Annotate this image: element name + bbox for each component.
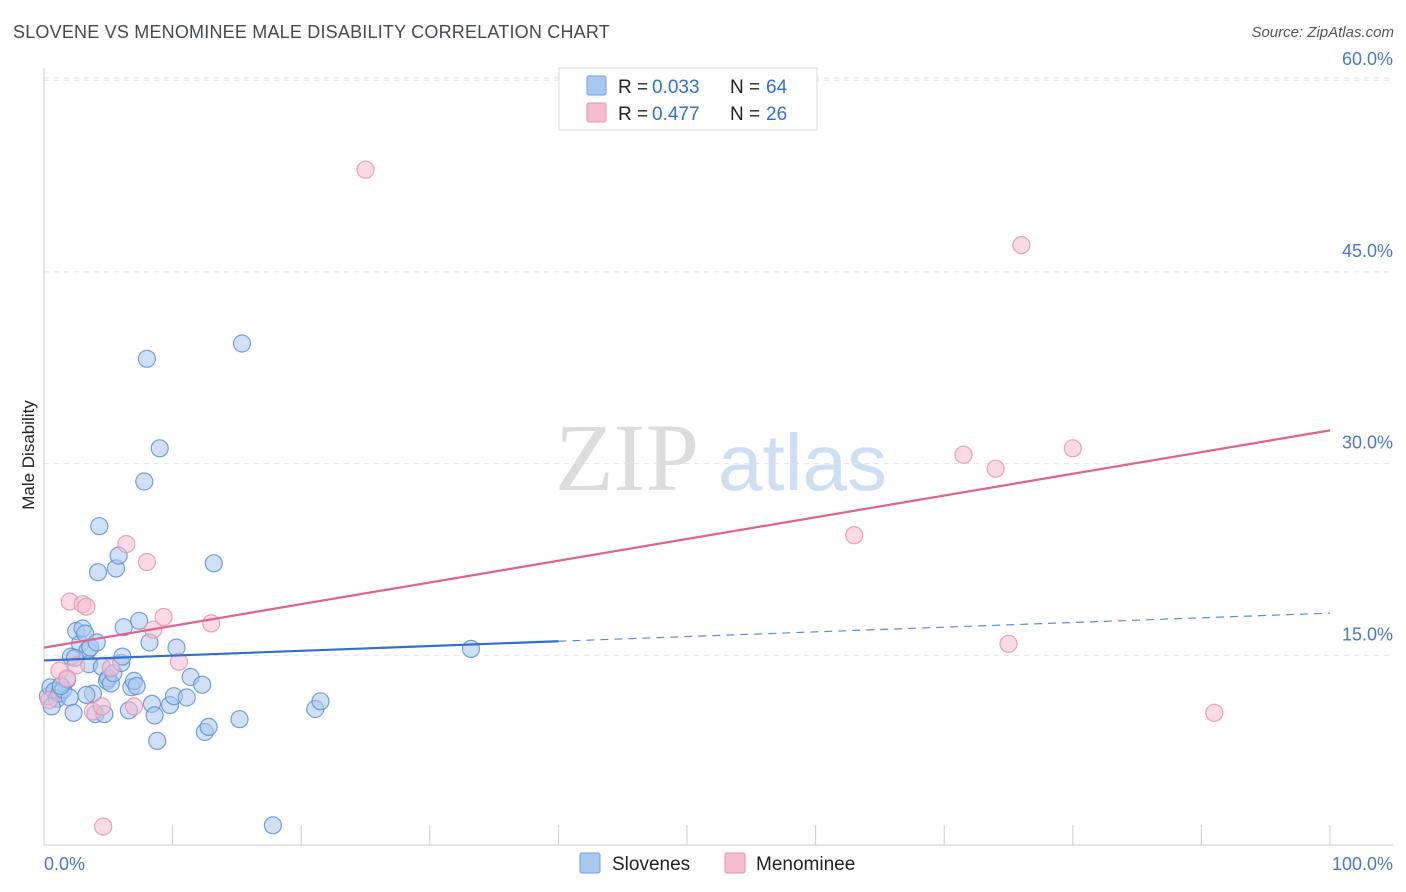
y-tick-label-60: 60.0%: [1342, 49, 1393, 69]
point-slovenes-55: [232, 334, 252, 353]
trend-layer: [43, 429, 1331, 662]
legend-swatch-slovenes: [586, 75, 607, 96]
legend-r-label-slovenes: R =: [618, 77, 648, 98]
point-slovenes-38: [135, 472, 154, 491]
y-tick-label-30: 30.0%: [1342, 433, 1393, 453]
point-menominee-16: [356, 160, 375, 179]
point-slovenes-44: [150, 439, 169, 458]
legend-r-label-menominee: R =: [618, 104, 648, 125]
point-slovenes-53: [204, 554, 223, 573]
point-menominee-13: [154, 607, 173, 627]
y-tick-layer: 15.0% 30.0% 45.0% 60.0%: [1342, 49, 1393, 644]
bottom-legend-swatch-slovenes: [579, 852, 601, 874]
point-slovenes-36: [127, 676, 146, 696]
bottom-legend-label-slovenes: Slovenes: [612, 854, 690, 875]
point-menominee-24: [101, 658, 121, 678]
watermark-atlas: atlas: [718, 418, 887, 507]
bottom-legend-label-menominee: Menominee: [756, 854, 855, 875]
source-label: Source: ZipAtlas.com: [1251, 24, 1394, 41]
point-menominee-14: [169, 652, 189, 671]
point-menominee-7: [92, 697, 112, 716]
point-slovenes-56: [263, 816, 282, 835]
legend-box: R = 0.033 N = 64 R = 0.477 N = 26: [558, 67, 818, 131]
point-menominee-20: [999, 634, 1018, 653]
trend-line-slovenes: [43, 640, 559, 662]
point-slovenes-19: [87, 633, 106, 652]
point-menominee-25: [57, 669, 77, 688]
legend-swatch-menominee: [586, 102, 607, 123]
bottom-legend-swatch-menominee: [724, 852, 746, 874]
point-slovenes-58: [311, 692, 330, 711]
point-slovenes-21: [90, 517, 109, 536]
grid-layer: [44, 77, 1393, 656]
x-tick-label-min: 0.0%: [44, 854, 85, 874]
bottom-legend: Slovenes Menominee: [579, 852, 855, 875]
point-slovenes-50: [193, 675, 212, 694]
point-slovenes-63: [77, 685, 96, 705]
point-slovenes-52: [199, 717, 218, 737]
point-menominee-3: [67, 656, 86, 675]
point-slovenes-37: [130, 611, 149, 630]
point-menominee-22: [1063, 439, 1082, 458]
point-menominee-19: [986, 459, 1005, 478]
trend-line-menominee: [43, 429, 1331, 649]
watermark-zip: ZIP: [555, 404, 699, 511]
point-slovenes-54: [230, 710, 249, 729]
legend-n-value-menominee: 26: [766, 104, 787, 125]
x-tick-label-max: 100.0%: [1332, 854, 1393, 874]
y-tick-label-15: 15.0%: [1342, 624, 1393, 644]
point-slovenes-42: [145, 706, 164, 725]
legend-r-value-menominee: 0.477: [652, 104, 700, 125]
point-slovenes-48: [177, 688, 196, 707]
point-layer: [38, 160, 1224, 836]
y-axis-label: Male Disability: [19, 400, 38, 510]
y-tick-label-45: 45.0%: [1342, 241, 1393, 261]
point-slovenes-9: [64, 703, 83, 722]
point-menominee-17: [845, 526, 864, 545]
point-slovenes-39: [137, 349, 156, 368]
point-slovenes-59: [461, 639, 481, 659]
point-slovenes-20: [88, 563, 108, 582]
point-menominee-0: [39, 690, 59, 710]
trend-line-slovenes-extension: [558, 612, 1331, 642]
point-slovenes-32: [114, 618, 133, 637]
point-menominee-21: [1012, 236, 1031, 255]
point-menominee-10: [124, 697, 144, 716]
point-menominee-9: [117, 534, 136, 554]
legend-r-value-slovenes: 0.033: [652, 77, 700, 98]
point-menominee-8: [94, 817, 113, 836]
point-slovenes-43: [148, 731, 167, 751]
point-menominee-18: [954, 445, 973, 464]
legend-n-label-slovenes: N =: [730, 77, 760, 98]
chart-title: SLOVENE VS MENOMINEE MALE DISABILITY COR…: [13, 22, 610, 42]
point-menominee-23: [1205, 703, 1224, 722]
axis-layer: [43, 68, 1393, 846]
legend-n-label-menominee: N =: [730, 104, 760, 125]
point-menominee-11: [137, 552, 156, 572]
point-menominee-5: [77, 597, 96, 616]
legend-n-value-slovenes: 64: [766, 77, 788, 98]
